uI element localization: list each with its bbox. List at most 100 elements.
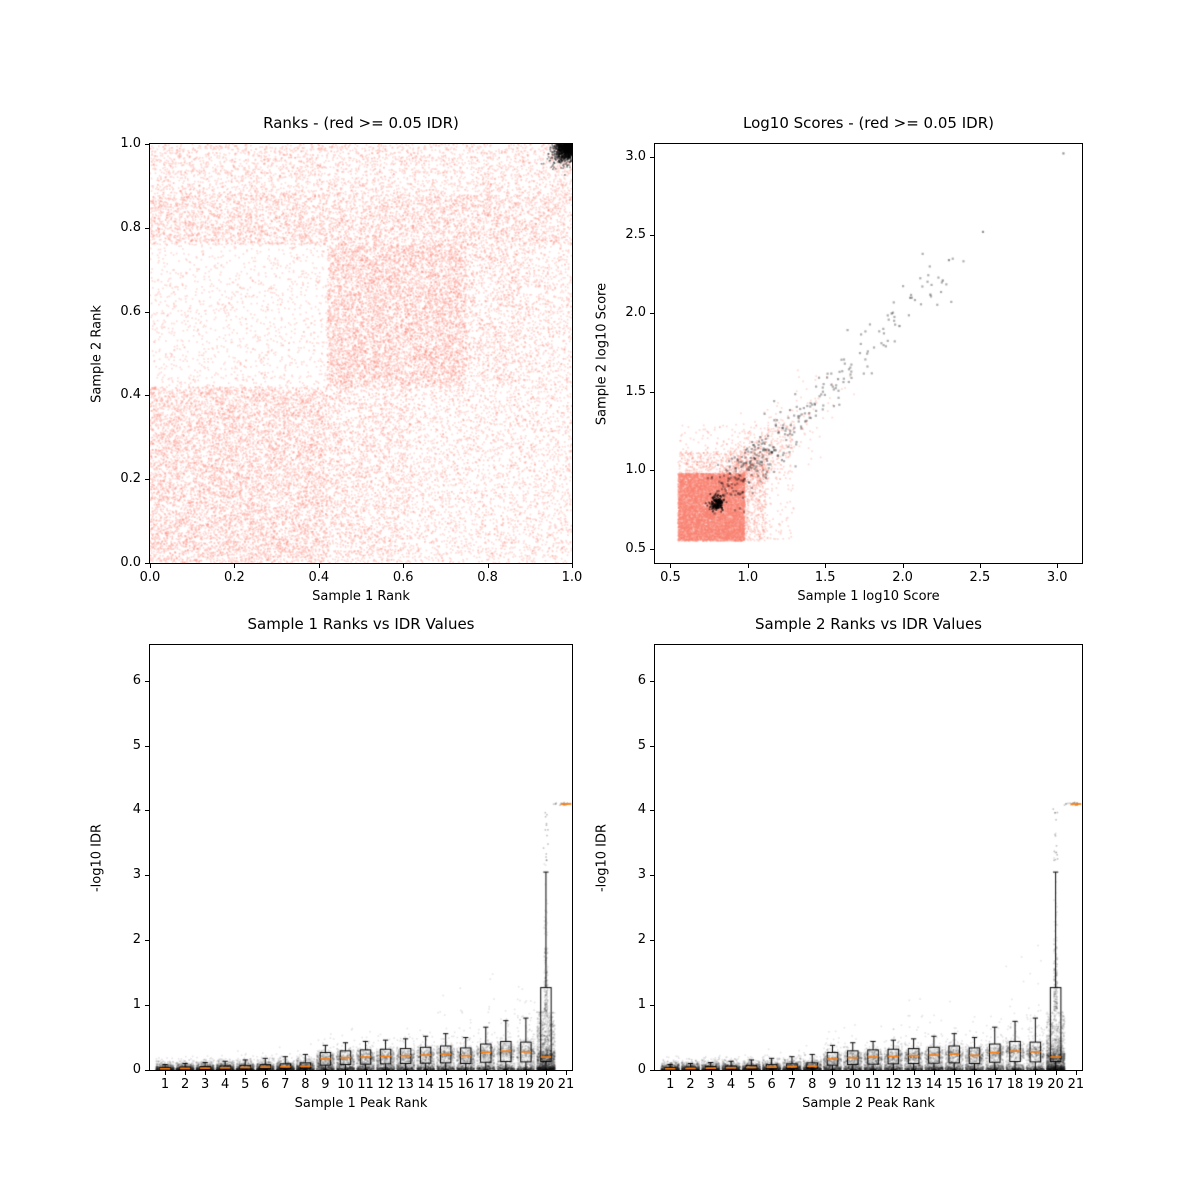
x-tick-mark [445,1071,447,1075]
y-tick-label: 0 [637,1062,646,1077]
x-tick-label: 4 [221,1077,230,1092]
x-tick-label: 5 [241,1077,250,1092]
plot-canvas [655,144,1082,563]
x-tick-label: 5 [747,1077,756,1092]
y-tick-mark [650,810,654,812]
x-tick-mark [1057,564,1059,568]
y-axis-label: Sample 2 log10 Score [594,282,610,425]
y-tick-label: 1 [637,997,646,1013]
x-tick-label: 0.8 [477,570,498,585]
y-tick-mark [145,479,149,481]
y-tick-mark [650,235,654,237]
x-tick-label: 0.0 [139,570,161,585]
x-axis-label: Sample 1 Peak Rank [294,1096,428,1111]
x-tick-label: 12 [377,1077,394,1092]
y-tick-mark [650,1005,654,1007]
x-tick-label: 2 [686,1077,695,1092]
x-tick-label: 0.2 [224,570,245,585]
y-tick-label: 2.0 [625,305,646,321]
x-tick-mark [365,1071,367,1075]
x-tick-mark [185,1071,187,1075]
x-tick-mark [385,1071,387,1075]
y-tick-label: 0.2 [120,471,141,487]
y-tick-mark [650,548,654,550]
plot-title: Sample 2 Ranks vs IDR Values [754,615,982,633]
x-tick-mark [751,1071,753,1075]
x-tick-label: 15 [945,1077,963,1092]
x-tick-label: 16 [966,1077,983,1092]
x-tick-mark [902,564,904,568]
y-tick-mark [145,395,149,397]
x-tick-label: 20 [1047,1077,1064,1092]
x-axis-label: Sample 1 log10 Score [797,589,940,604]
x-tick-label: 17 [986,1077,1004,1092]
x-tick-label: 10 [844,1077,862,1092]
y-tick-mark [145,810,149,812]
x-tick-mark [465,1071,467,1075]
x-tick-mark [345,1071,347,1075]
plot-title: Sample 1 Ranks vs IDR Values [247,615,475,633]
y-tick-label: 6 [132,672,141,688]
y-tick-mark [145,1005,149,1007]
y-tick-mark [650,680,654,682]
plot-canvas [150,144,572,563]
x-tick-label: 8 [808,1077,817,1092]
x-tick-mark [165,1071,167,1075]
x-tick-mark [731,1071,733,1075]
plot-canvas [150,645,572,1070]
y-tick-label: 2 [637,932,646,948]
x-tick-mark [225,1071,227,1075]
x-tick-mark [405,1071,407,1075]
y-tick-label: 2.5 [625,227,646,243]
y-tick-label: 0.5 [625,540,646,556]
x-tick-label: 0.4 [308,570,330,585]
x-tick-label: 1 [666,1077,675,1092]
x-tick-mark [265,1071,267,1075]
plot-title: Ranks - (red >= 0.05 IDR) [263,114,459,132]
x-tick-label: 13 [905,1077,922,1092]
x-tick-label: 10 [337,1077,354,1092]
y-tick-label: 4 [132,802,141,818]
y-tick-mark [145,680,149,682]
y-tick-label: 0 [132,1062,141,1077]
x-tick-mark [1055,1071,1057,1075]
y-tick-label: 1.0 [120,136,141,151]
x-tick-label: 9 [828,1077,837,1092]
x-tick-mark [690,1071,692,1075]
x-tick-label: 2.5 [969,570,991,585]
x-tick-mark [954,1071,956,1075]
x-tick-mark [852,1071,854,1075]
y-tick-mark [145,144,149,145]
x-tick-label: 2 [180,1077,190,1092]
y-tick-label: 3 [637,867,646,883]
x-tick-label: 14 [417,1077,434,1092]
x-tick-label: 7 [787,1077,797,1092]
x-tick-mark [487,564,489,568]
y-tick-mark [650,470,654,472]
x-tick-label: 9 [321,1077,330,1092]
y-tick-mark [145,875,149,877]
x-tick-mark [933,1071,935,1075]
x-tick-label: 15 [437,1077,454,1092]
x-tick-mark [485,1071,487,1075]
y-tick-label: 1.5 [625,383,646,399]
x-tick-label: 1.0 [561,570,583,585]
y-tick-mark [650,313,654,315]
y-tick-mark [145,311,149,313]
y-tick-mark [650,156,654,158]
y-tick-mark [145,745,149,747]
x-tick-mark [565,1071,567,1075]
x-tick-label: 1 [160,1077,170,1092]
x-tick-label: 12 [885,1077,902,1092]
x-tick-label: 18 [1006,1077,1024,1092]
x-tick-mark [771,1071,773,1075]
x-tick-label: 11 [864,1077,882,1092]
y-tick-label: 5 [132,737,141,753]
x-tick-label: 6 [261,1077,270,1092]
x-tick-label: 0.5 [660,570,681,585]
x-tick-label: 13 [397,1077,414,1092]
x-tick-mark [425,1071,427,1075]
x-tick-label: 14 [925,1077,943,1092]
x-tick-label: 19 [517,1077,535,1092]
